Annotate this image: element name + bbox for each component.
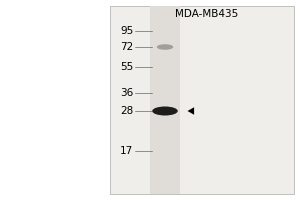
Text: 72: 72 — [120, 42, 134, 52]
Text: 17: 17 — [120, 146, 134, 156]
Text: 36: 36 — [120, 88, 134, 98]
Text: 28: 28 — [120, 106, 134, 116]
Polygon shape — [188, 107, 194, 115]
Text: 55: 55 — [120, 62, 134, 72]
Ellipse shape — [157, 44, 173, 50]
Text: MDA-MB435: MDA-MB435 — [176, 9, 239, 19]
Bar — [150, 6, 180, 194]
Ellipse shape — [152, 106, 178, 116]
Bar — [110, 6, 294, 194]
Text: 95: 95 — [120, 26, 134, 36]
